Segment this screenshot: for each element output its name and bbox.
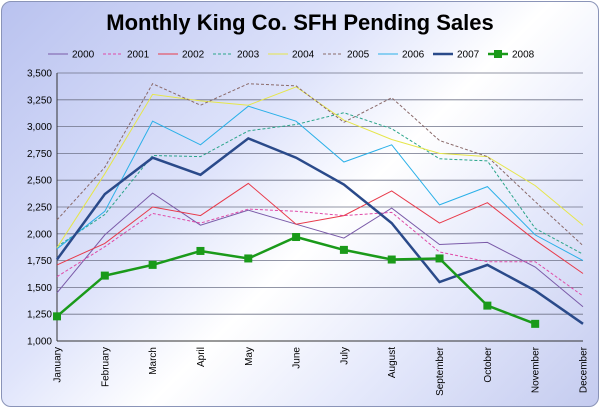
series-line-2006 bbox=[56, 105, 584, 262]
x-tick-label: December bbox=[579, 346, 590, 393]
data-point-2008 bbox=[196, 246, 205, 255]
series-line-2000 bbox=[56, 192, 584, 308]
x-tick-label: May bbox=[244, 347, 255, 366]
x-tick-label: February bbox=[100, 347, 111, 387]
series-line-2007 bbox=[55, 136, 584, 325]
legend-marker-2008 bbox=[494, 50, 502, 58]
series-line-2003 bbox=[56, 112, 584, 255]
legend-label-2001: 2001 bbox=[127, 50, 150, 61]
x-tick-label: July bbox=[339, 347, 350, 365]
series-line-2001 bbox=[56, 208, 584, 297]
legend-label-2002: 2002 bbox=[182, 50, 205, 61]
y-tick-label: 2,750 bbox=[27, 149, 52, 160]
y-tick-label: 1,250 bbox=[27, 310, 52, 321]
chart-title: Monthly King Co. SFH Pending Sales bbox=[106, 10, 494, 35]
legend-label-2000: 2000 bbox=[72, 50, 95, 61]
y-tick-label: 3,500 bbox=[27, 69, 52, 80]
x-tick-label: January bbox=[53, 347, 64, 383]
y-tick-label: 2,000 bbox=[27, 229, 52, 240]
legend-label-2006: 2006 bbox=[402, 50, 425, 61]
legend-label-2008: 2008 bbox=[512, 50, 535, 61]
legend-label-2007: 2007 bbox=[457, 50, 480, 61]
legend-label-2004: 2004 bbox=[292, 50, 315, 61]
x-tick-label: September bbox=[435, 346, 446, 396]
legend-label-2005: 2005 bbox=[347, 50, 370, 61]
series-line-2008 bbox=[56, 235, 536, 325]
data-point-2008 bbox=[339, 245, 348, 254]
x-tick-label: October bbox=[483, 346, 494, 382]
y-tick-label: 2,500 bbox=[27, 176, 52, 187]
y-tick-label: 1,750 bbox=[27, 256, 52, 267]
y-tick-label: 2,250 bbox=[27, 203, 52, 214]
legend-label-2003: 2003 bbox=[237, 50, 260, 61]
y-tick-label: 1,000 bbox=[27, 337, 52, 348]
data-point-2008 bbox=[483, 301, 492, 310]
data-point-2008 bbox=[435, 254, 444, 263]
x-tick-label: August bbox=[387, 347, 398, 378]
y-tick-label: 3,250 bbox=[27, 95, 52, 106]
y-tick-label: 1,500 bbox=[27, 283, 52, 294]
series-line-2002 bbox=[56, 182, 584, 274]
data-point-2008 bbox=[148, 260, 157, 269]
data-point-2008 bbox=[53, 312, 61, 321]
data-point-2008 bbox=[292, 233, 301, 242]
x-tick-label: June bbox=[292, 347, 303, 369]
series-line-2004 bbox=[56, 86, 584, 248]
x-tick-label: November bbox=[531, 346, 542, 393]
data-point-2008 bbox=[531, 319, 540, 328]
series-line-2005 bbox=[56, 83, 584, 246]
data-point-2008 bbox=[244, 254, 253, 263]
data-point-2008 bbox=[100, 271, 109, 280]
x-tick-label: April bbox=[196, 347, 207, 367]
x-tick-label: March bbox=[148, 347, 159, 375]
y-tick-label: 3,000 bbox=[27, 122, 52, 133]
data-point-2008 bbox=[387, 255, 396, 264]
